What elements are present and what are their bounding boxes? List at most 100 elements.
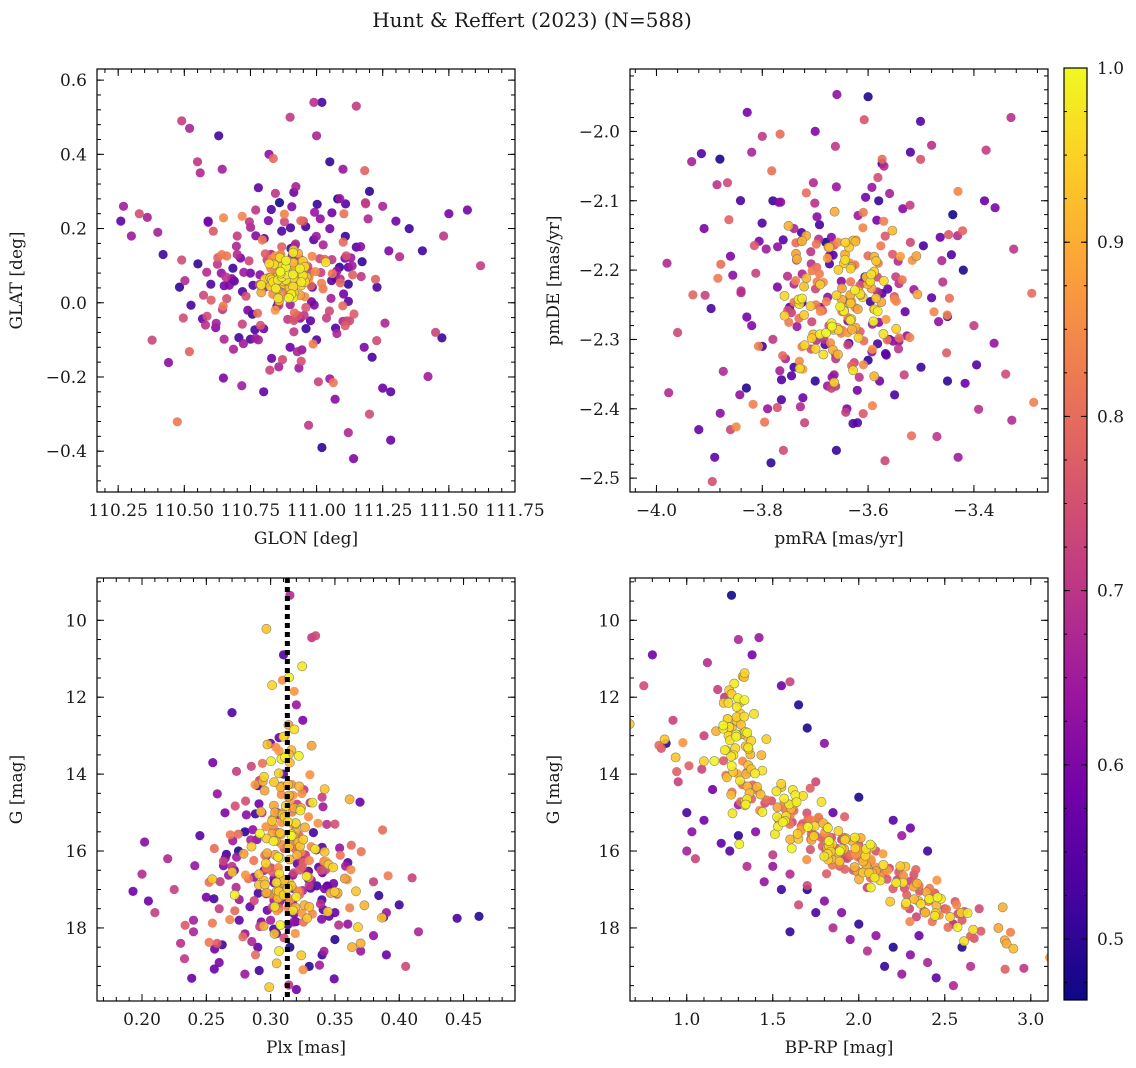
data-point bbox=[378, 383, 388, 393]
y-tick-label: −2.3 bbox=[579, 330, 620, 350]
data-point bbox=[315, 899, 326, 909]
data-point bbox=[143, 896, 153, 906]
x-tick-label: 0.30 bbox=[252, 1010, 290, 1030]
data-point bbox=[378, 201, 388, 211]
data-point bbox=[859, 115, 869, 125]
data-point bbox=[214, 904, 224, 914]
x-tick-label: 0.40 bbox=[380, 1010, 418, 1030]
data-point bbox=[945, 912, 956, 922]
data-point bbox=[244, 217, 254, 227]
data-point bbox=[452, 913, 462, 923]
data-point bbox=[927, 140, 937, 150]
data-point bbox=[289, 686, 299, 696]
data-point bbox=[831, 290, 842, 301]
data-point bbox=[871, 293, 881, 304]
data-point bbox=[837, 908, 847, 918]
data-point bbox=[905, 200, 915, 210]
data-point bbox=[372, 336, 382, 346]
data-point bbox=[209, 964, 219, 974]
data-point bbox=[863, 92, 873, 102]
data-point bbox=[772, 802, 783, 813]
data-point bbox=[829, 377, 839, 388]
data-point bbox=[310, 267, 320, 277]
data-point bbox=[341, 199, 351, 209]
data-point bbox=[211, 318, 221, 328]
data-point bbox=[212, 938, 222, 949]
data-point bbox=[239, 267, 249, 277]
data-point bbox=[944, 230, 954, 240]
data-point bbox=[348, 270, 358, 280]
data-point bbox=[814, 269, 825, 279]
data-point bbox=[878, 860, 889, 870]
data-point bbox=[1027, 288, 1037, 298]
data-point bbox=[299, 822, 310, 833]
x-tick-label: 0.25 bbox=[187, 1010, 225, 1030]
data-point bbox=[997, 902, 1008, 913]
data-point bbox=[845, 263, 856, 274]
y-tick-label: 18 bbox=[65, 919, 87, 939]
data-point bbox=[311, 631, 321, 641]
colorbar-tick-label: 1.0 bbox=[1097, 59, 1124, 79]
data-point bbox=[889, 294, 900, 304]
data-point bbox=[797, 236, 807, 246]
data-point bbox=[810, 376, 820, 386]
y-tick-label: 0.4 bbox=[60, 145, 87, 165]
data-point bbox=[829, 206, 840, 217]
data-point bbox=[802, 855, 812, 865]
data-point bbox=[815, 279, 825, 290]
data-point bbox=[797, 293, 807, 304]
data-point bbox=[312, 199, 322, 209]
y-tick-label: 12 bbox=[65, 688, 87, 708]
data-point bbox=[821, 297, 831, 307]
data-point bbox=[699, 731, 709, 741]
data-point bbox=[344, 794, 355, 805]
x-tick-label: 111.25 bbox=[353, 501, 412, 521]
data-point bbox=[374, 890, 384, 901]
data-point bbox=[819, 851, 830, 862]
data-point bbox=[356, 271, 366, 282]
data-point bbox=[262, 739, 273, 750]
data-point bbox=[710, 452, 720, 462]
y-tick-label: 12 bbox=[598, 688, 620, 708]
data-point bbox=[218, 856, 228, 866]
data-point bbox=[128, 886, 138, 897]
data-point bbox=[858, 223, 868, 233]
data-point bbox=[240, 969, 250, 979]
data-point bbox=[748, 399, 758, 409]
data-point bbox=[231, 766, 242, 777]
data-point bbox=[270, 188, 280, 198]
data-point bbox=[822, 253, 832, 263]
data-point bbox=[869, 371, 880, 382]
data-point bbox=[801, 188, 811, 198]
data-point bbox=[718, 756, 729, 766]
data-point bbox=[474, 911, 484, 922]
data-point bbox=[332, 328, 342, 339]
data-point bbox=[266, 915, 276, 925]
data-point bbox=[246, 761, 256, 772]
data-point bbox=[902, 890, 912, 900]
data-point bbox=[932, 431, 942, 442]
data-point bbox=[783, 220, 794, 231]
data-point bbox=[305, 316, 316, 326]
data-point bbox=[747, 147, 757, 157]
data-point bbox=[187, 973, 197, 983]
data-point bbox=[270, 305, 280, 315]
data-point bbox=[877, 154, 887, 164]
data-point bbox=[742, 312, 752, 322]
data-point bbox=[785, 927, 795, 937]
data-point bbox=[1045, 953, 1048, 962]
data-point bbox=[192, 157, 203, 167]
data-point bbox=[726, 761, 737, 771]
colorbar-tick-label: 0.6 bbox=[1097, 756, 1124, 776]
data-point bbox=[444, 209, 454, 219]
data-point bbox=[751, 268, 761, 278]
data-point bbox=[318, 802, 328, 812]
data-point bbox=[363, 214, 373, 224]
x-axis-label: pmRA [mas/yr] bbox=[774, 529, 903, 549]
plx-points bbox=[128, 578, 484, 1001]
data-point bbox=[347, 942, 357, 953]
data-point bbox=[298, 965, 308, 975]
data-point bbox=[384, 246, 394, 256]
data-point bbox=[134, 209, 144, 219]
data-point bbox=[872, 215, 882, 225]
